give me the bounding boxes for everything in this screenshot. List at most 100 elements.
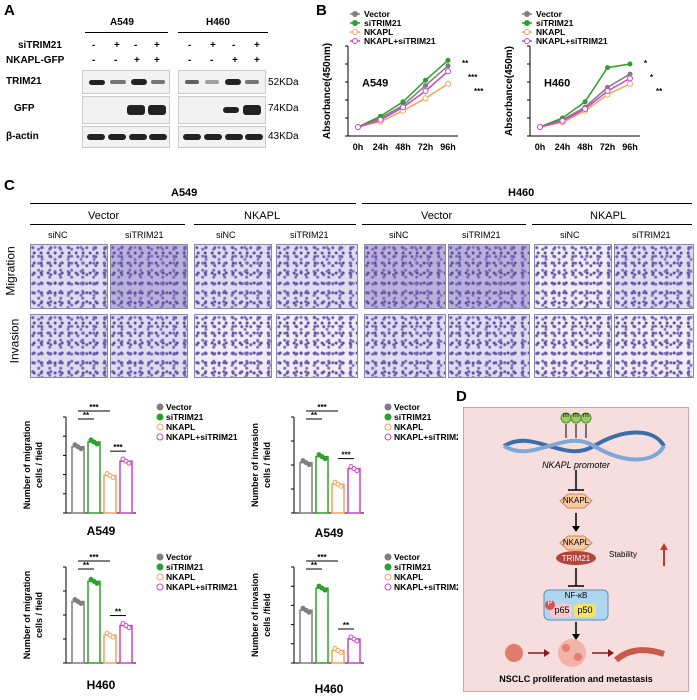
blot-band — [204, 134, 222, 140]
legend-marker — [524, 11, 530, 17]
data-point — [78, 601, 84, 607]
data-point — [94, 580, 100, 586]
blot-band — [129, 134, 147, 140]
micrograph — [534, 244, 612, 309]
blot-band — [225, 134, 243, 140]
blot-band — [149, 134, 167, 140]
divider — [362, 224, 526, 225]
sub-label: siTRIM21 — [290, 230, 329, 240]
divider — [362, 203, 692, 204]
micrograph — [614, 244, 694, 309]
significance-mark: * — [650, 73, 654, 82]
blot-band — [110, 80, 126, 84]
blot-strip — [82, 96, 170, 124]
blot-protein-label: GFP — [14, 103, 35, 114]
micrograph — [614, 314, 694, 378]
blot-band — [131, 79, 147, 85]
micrograph — [276, 244, 358, 309]
data-point — [78, 446, 84, 452]
legend-marker — [156, 433, 164, 441]
legend-label: Vector — [536, 9, 563, 19]
p50-label: p50 — [577, 605, 593, 615]
blot-sign: + — [254, 55, 260, 66]
blot-band — [151, 80, 165, 84]
blot-band — [245, 80, 259, 84]
legend-marker — [384, 563, 392, 571]
bar — [71, 600, 85, 664]
panel-label-a: A — [4, 2, 15, 19]
significance-mark: *** — [113, 443, 123, 452]
legend-marker — [384, 403, 392, 411]
legend-label: NKAPL — [364, 27, 393, 37]
bar — [87, 580, 101, 664]
bar — [347, 467, 361, 514]
x-tick-label: 96h — [440, 142, 456, 152]
chart-title: A549 — [87, 524, 116, 538]
legend-label: NKAPL — [394, 572, 423, 582]
significance-mark: *** — [317, 553, 327, 562]
blot-sign: + — [232, 55, 238, 66]
significance-mark: ** — [311, 411, 318, 420]
legend-label: NKAPL+siTRIM21 — [166, 582, 238, 592]
blot-size-label: 43KDa — [268, 131, 299, 142]
blot-size-label: 52KDa — [268, 77, 299, 88]
chart-title: A549 — [362, 78, 388, 90]
panel-label-b: B — [316, 2, 327, 19]
divider — [85, 32, 168, 33]
blot-sign: - — [188, 40, 192, 51]
sub-label: siNC — [560, 230, 580, 240]
legend-marker — [384, 553, 392, 561]
blot-band — [87, 134, 105, 140]
data-point — [377, 116, 384, 123]
micrograph — [448, 314, 530, 378]
blot-strip — [82, 70, 170, 94]
legend-marker — [384, 573, 392, 581]
sub-label: siNC — [389, 230, 409, 240]
data-point — [423, 77, 428, 83]
stability-label: Stability — [609, 550, 638, 559]
micrograph — [194, 314, 272, 378]
micrograph — [30, 314, 108, 378]
legend-label: NKAPL — [536, 27, 565, 37]
data-point — [110, 475, 116, 481]
legend-label: NKAPL — [166, 572, 195, 582]
methyl-label: m — [583, 412, 589, 419]
y-axis-label: Number of invasion — [250, 573, 260, 657]
legend-marker — [352, 29, 358, 35]
legend-marker — [524, 29, 530, 35]
legend-label: siTRIM21 — [536, 18, 574, 28]
blot-band — [127, 105, 145, 115]
chart-title: H460 — [544, 78, 570, 90]
mechanism-graphics — [502, 412, 668, 667]
panel-label-d: D — [456, 388, 467, 405]
legend-label: Vector — [394, 402, 421, 412]
data-point — [94, 441, 100, 447]
data-point — [400, 104, 406, 111]
data-point — [422, 88, 429, 94]
blot-band — [223, 107, 239, 113]
legend-label: Vector — [166, 402, 193, 412]
blot-sign: + — [114, 40, 120, 51]
promoter-label: NKAPL promoter — [542, 460, 610, 470]
blot-band — [108, 134, 126, 140]
sub-label: siTRIM21 — [125, 230, 164, 240]
p65-label: p65 — [554, 605, 570, 615]
bar — [331, 483, 345, 514]
blot-size-label: 74KDa — [268, 103, 299, 114]
y-axis-label: Number of invasion — [250, 423, 260, 507]
sub-label: siNC — [48, 230, 68, 240]
group-label: Vector — [88, 210, 120, 222]
legend-label: NKAPL+siTRIM21 — [394, 582, 458, 592]
blot-sign: + — [254, 40, 260, 51]
group-label: NKAPL — [590, 210, 627, 222]
blot-band — [243, 105, 261, 115]
micrograph — [194, 244, 272, 309]
x-tick-label: 24h — [373, 142, 389, 152]
series-line — [539, 63, 631, 128]
nkapl-node: NKAPL — [562, 496, 590, 505]
significance-mark: *** — [341, 451, 351, 460]
legend-label: NKAPL — [394, 422, 423, 432]
legend-marker — [156, 563, 164, 571]
legend-label: Vector — [394, 552, 421, 562]
data-point — [605, 65, 610, 71]
